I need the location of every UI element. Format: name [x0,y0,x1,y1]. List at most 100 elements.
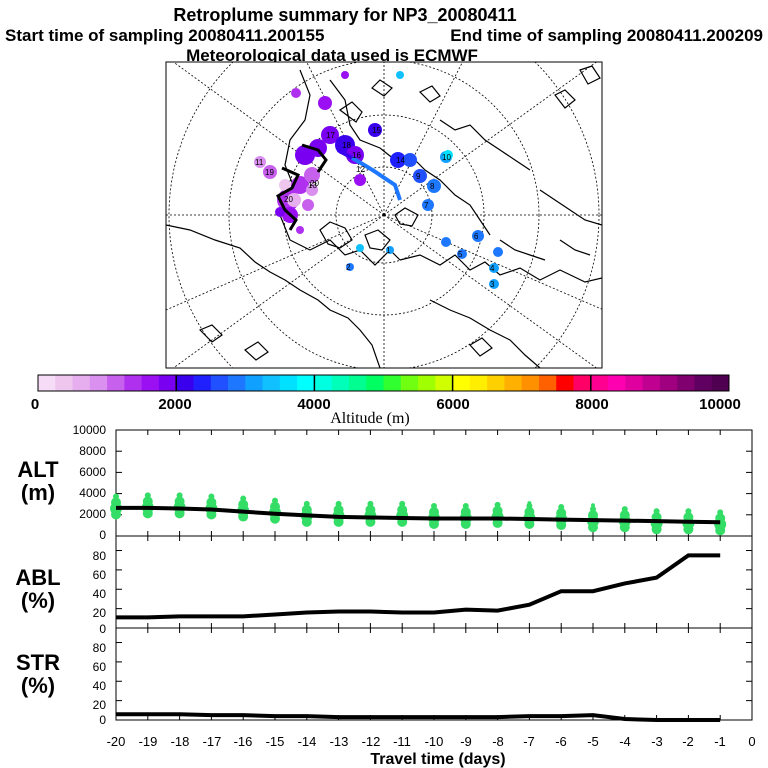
map-day-label: 19 [265,168,274,177]
colorbar-swatch [297,375,315,391]
alt-cluster-dot [619,522,630,533]
x-tick-label: -17 [203,734,222,749]
start-time-text: Start time of sampling 20080411.200155 [5,26,324,45]
colorbar-swatch [677,375,695,391]
colorbar-swatch [452,375,471,391]
alt-cluster-dot [333,504,344,515]
alt-cluster-dot [556,520,567,531]
alt-cluster-dot [685,508,692,515]
map-day-label: 10 [442,153,451,162]
alt-cluster-dot [559,506,564,511]
x-tick-label: -15 [266,734,285,749]
plume-day-labels: 11 19 20 13 17 20 18 16 15 14 12 10 9 8 … [255,126,495,289]
map-day-label: 17 [326,131,335,140]
alt-cluster-dot [270,513,280,524]
colorbar-tick-8000: 8000 [575,396,608,413]
alt-cluster-dot [492,505,503,516]
abl-ytick: 40 [93,587,107,601]
map-day-label: 12 [356,165,365,174]
x-tick-label: -9 [460,734,472,749]
alt-cluster-dot [301,516,312,527]
colorbar-swatch [694,375,713,391]
end-time-text: End time of sampling 20080411.200209 [450,26,763,45]
alt-ytick: 2000 [79,507,106,521]
alt-cluster-dot [206,497,217,508]
alt-cluster-dot [174,508,185,519]
x-tick-labels: -20 -19 -18 -17 -16 -15 -14 -13 -12 -11 … [107,734,756,749]
map-day-label: 11 [255,158,264,167]
x-tick-label: -5 [587,734,599,749]
x-tick-label: -16 [234,734,253,749]
alt-ytick: 4000 [79,486,106,500]
colorbar-tick-0: 0 [31,396,39,413]
colorbar-swatch [608,375,626,391]
colorbar-swatch [210,375,229,391]
map-latitude-circle [228,62,540,368]
x-tick-label: -7 [523,734,535,749]
alt-mean-line [116,505,721,525]
colorbar-swatch [400,375,419,391]
abl-ytick: 20 [93,606,107,620]
plume-centroid-track [351,156,402,201]
x-tick-label: -13 [330,734,349,749]
alt-cluster-dot [619,510,630,521]
abl-line [116,553,721,620]
x-tick-label: -20 [107,734,126,749]
map-day-label: 20 [284,195,293,204]
alt-cluster-dot [588,522,598,533]
alt-cluster-dot [206,509,217,520]
colorbar-swatch [331,375,350,391]
colorbar-swatch [538,375,557,391]
colorbar-label: Altitude (m) [330,410,410,427]
colorbar-swatch [469,375,488,391]
x-tick-label: -11 [393,734,411,749]
map-day-label: 4 [490,264,495,273]
colorbar-swatch [348,375,367,391]
colorbar-tick-2000: 2000 [158,396,191,413]
alt-ytick: 0 [99,528,106,542]
alt-ytick: 10000 [73,423,107,437]
x-tick-label: -8 [492,734,504,749]
colorbar-swatch [435,375,454,391]
colorbar-swatch [89,375,108,391]
alt-cluster-dot [591,503,595,508]
map-meridians [166,62,602,368]
alt-cluster-dot [367,500,374,507]
alt-cluster-dot [208,493,215,500]
str-panel-frame [115,627,753,721]
colorbar-swatch [314,375,333,391]
alt-cluster-dot [238,499,249,510]
alt-cluster-dot [272,497,278,504]
alt-cluster-dot [588,510,598,521]
str-panel-label: STR [16,650,60,675]
str-ytick: 20 [93,698,107,712]
alt-cluster-dot [495,502,500,507]
x-tick-label: -2 [682,734,694,749]
alt-cluster-dot [460,506,471,517]
map-day-label: 5 [458,250,463,259]
str-ytick: 40 [93,679,107,693]
alt-cluster-dot [111,509,121,520]
alt-cluster-dot [238,511,249,522]
alt-cluster-dot [524,518,535,529]
colorbar-swatch [141,375,160,391]
alt-ytick: 8000 [79,444,106,458]
alt-cluster-dot [590,506,596,513]
map-day-label: 1 [386,246,391,255]
alt-cluster-dot [176,492,183,499]
colorbar-swatch [556,375,575,391]
abl-ytick: 60 [93,568,107,582]
str-line [116,712,721,722]
plume-clusters [254,71,503,289]
x-tick-label: -1 [714,734,726,749]
map-day-label: 9 [416,172,421,181]
alt-cluster-dot [174,496,185,507]
colorbar-tick-10000: 10000 [699,396,741,413]
map-day-label: 20 [310,179,319,188]
colorbar-swatch [521,375,540,391]
x-tick-label: -4 [619,734,631,749]
figure-title: Retroplume summary for NP3_20080411 [173,5,516,25]
alt-cluster-dot [524,506,535,517]
x-tick-label: -10 [425,734,444,749]
